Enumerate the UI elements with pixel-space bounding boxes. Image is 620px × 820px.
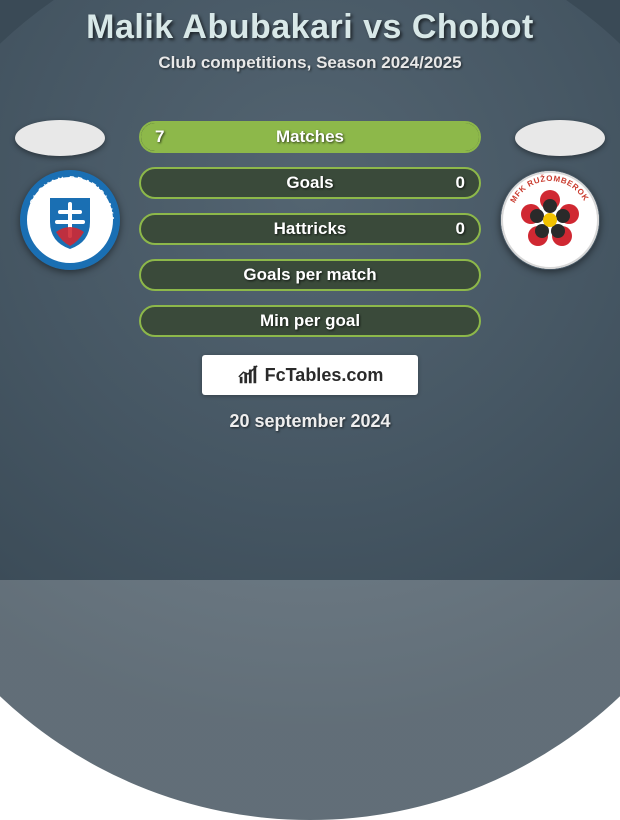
club-crest-left: SLOVAN BRATISLAVA xyxy=(20,170,120,270)
branding-box: FcTables.com xyxy=(202,355,418,395)
club-crest-right: MFK RUŽOMBEROK xyxy=(500,170,600,270)
stat-bar-label: Min per goal xyxy=(260,311,360,331)
date-line: 20 september 2024 xyxy=(0,411,620,432)
subtitle: Club competitions, Season 2024/2025 xyxy=(0,53,620,73)
player-photo-right xyxy=(515,120,605,156)
stat-bar-value-left: 7 xyxy=(155,127,164,147)
stat-bar-label: Goals xyxy=(286,173,333,193)
player-photo-left xyxy=(15,120,105,156)
stat-bar: Hattricks 0 xyxy=(139,213,481,245)
stat-bar-value-right: 0 xyxy=(456,173,465,193)
stat-bar: Min per goal xyxy=(139,305,481,337)
branding-text: FcTables.com xyxy=(265,365,384,386)
stat-bar-label: Matches xyxy=(276,127,344,147)
stat-bar-value-right: 0 xyxy=(456,219,465,239)
stat-bar: Goals per match xyxy=(139,259,481,291)
stat-bar-label: Goals per match xyxy=(243,265,376,285)
stat-bar: Matches 7 xyxy=(139,121,481,153)
stat-bar-label: Hattricks xyxy=(274,219,347,239)
page-title: Malik Abubakari vs Chobot xyxy=(0,8,620,47)
comparison-card: Malik Abubakari vs Chobot Club competiti… xyxy=(0,0,620,432)
stat-bar: Goals 0 xyxy=(139,167,481,199)
stat-bars: Matches 7 Goals 0 Hattricks 0 Goals per match M… xyxy=(139,121,481,337)
bar-chart-icon xyxy=(237,364,259,386)
